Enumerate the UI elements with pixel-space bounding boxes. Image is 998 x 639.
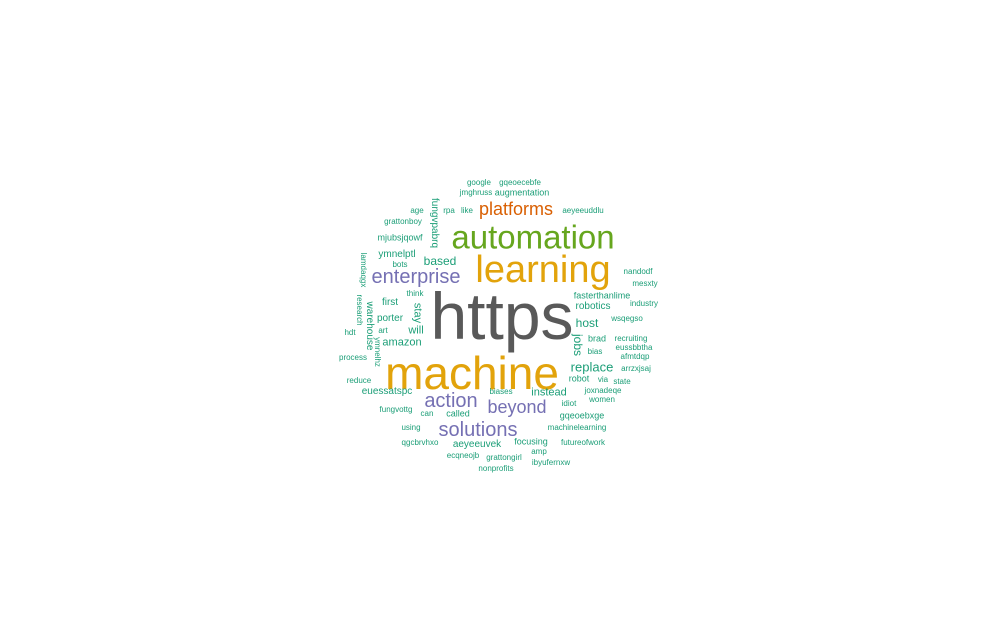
word-40: aeyeeuddlu [562,206,604,215]
word-5: enterprise [371,266,461,288]
word-51: reduce [346,376,372,385]
word-10: replace [570,359,614,375]
word-42: mjubsjqowf [377,232,423,243]
word-48: hdt [344,328,356,337]
word-21: robot [568,373,590,384]
word-71: recruiting [614,334,648,343]
word-65: state [613,377,631,386]
word-2: learning [475,249,611,291]
word-26: euessatspc [361,386,413,397]
word-68: arrzxjsaj [621,364,651,373]
word-57: grattongirl [486,453,522,462]
word-12: instead [531,386,567,399]
word-34: jmghruss [459,188,493,197]
word-35: google [466,178,492,187]
word-9: based [423,254,457,268]
word-20: robotics [575,301,611,312]
word-14: amazon [382,336,422,349]
word-16: porter [376,313,404,324]
word-31: gqeoebxge [559,410,605,421]
word-4: platforms [478,199,554,219]
word-72: wsqegso [611,314,643,323]
word-8: solutions [438,419,518,441]
word-29: focusing [514,436,548,447]
word-73: industry [629,299,659,308]
word-7: action [424,390,478,412]
word-53: can [420,409,434,418]
word-36: gqeoecebfe [499,178,541,187]
word-55: qgcbrvhxo [401,438,439,447]
word-23: fungvpabrq [429,197,440,249]
word-15: stay [411,302,424,324]
word-47: art [378,326,388,335]
word-61: futureofwork [560,438,606,447]
word-69: afmtdqp [620,352,650,361]
word-41: grattonboy [384,217,422,226]
word-18: will [408,324,424,337]
word-74: mesxty [632,279,658,288]
word-22: brad [587,333,607,344]
word-64: via [597,375,609,384]
word-24: ymnelptl [378,249,416,260]
word-25: fasterthanlime [573,290,631,301]
word-50: process [338,353,368,362]
word-45: think [406,289,424,298]
word-37: age [410,206,424,215]
word-17: first [381,297,399,308]
word-30: machinelearning [547,423,607,432]
word-75: nandodf [623,267,653,276]
word-52: fungvottg [379,405,413,414]
word-49: ymnelhz [373,337,382,367]
word-46: research [355,294,364,326]
word-28: called [446,408,470,419]
word-66: bias [587,347,603,356]
word-62: women [589,395,615,404]
word-6: beyond [487,397,547,417]
word-13: jobs [571,333,585,357]
word-32: joxnadeqe [584,386,622,395]
word-38: rpa [443,206,455,215]
word-58: nonprofits [478,464,514,473]
word-44: bots [392,260,408,269]
word-27: aeyeeuvek [452,439,502,450]
word-63: idiot [561,399,577,408]
word-54: using [401,423,421,432]
word-67: biases [489,387,513,396]
word-70: eussbbtha [615,343,653,352]
word-0: https [430,279,574,353]
word-11: host [575,316,599,330]
word-3: automation [451,218,615,256]
word-33: augmentation [494,187,550,198]
word-39: like [460,206,474,215]
word-56: ecqneojb [446,451,480,460]
word-59: amp [531,447,547,456]
word-1: machine [385,347,559,399]
word-43: lamdaqgx [359,252,368,288]
word-60: ibyufernxw [531,458,571,467]
